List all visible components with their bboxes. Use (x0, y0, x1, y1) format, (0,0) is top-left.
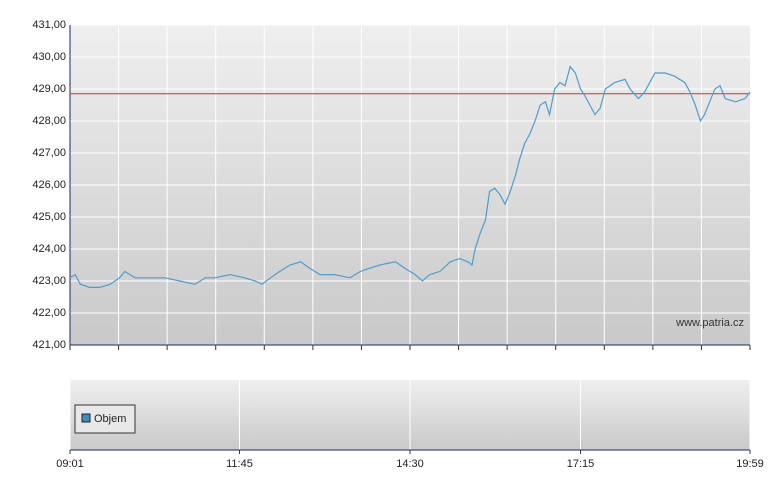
y-tick-label: 421,00 (32, 339, 66, 351)
y-tick-label: 426,00 (32, 179, 66, 191)
legend-swatch (81, 413, 91, 423)
y-tick-label: 427,00 (32, 147, 66, 159)
y-tick-label: 423,00 (32, 275, 66, 287)
x-tick-label: 14:30 (396, 458, 424, 470)
y-tick-label: 429,00 (32, 83, 66, 95)
y-tick-label: 430,00 (32, 51, 66, 63)
y-tick-label: 431,00 (32, 19, 66, 31)
x-tick-label: 11:45 (226, 458, 253, 470)
y-tick-label: 424,00 (32, 243, 66, 255)
x-tick-label: 17:15 (567, 458, 595, 470)
watermark: www.patria.cz (675, 317, 744, 329)
y-tick-label: 428,00 (32, 115, 66, 127)
legend-label: Objem (94, 413, 126, 425)
y-tick-label: 422,00 (32, 307, 66, 319)
x-tick-label: 19:59 (736, 458, 764, 470)
price-line (69, 65, 751, 288)
x-tick-label: 09:01 (56, 458, 84, 470)
y-tick-label: 425,00 (32, 211, 66, 223)
